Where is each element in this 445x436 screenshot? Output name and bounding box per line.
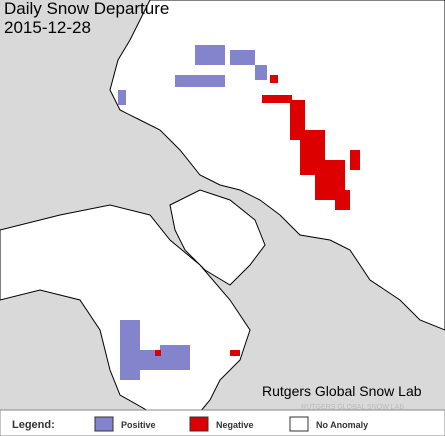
credit: Rutgers Global Snow Lab xyxy=(262,383,422,399)
legend-label: Positive xyxy=(121,420,156,430)
legend-swatch xyxy=(189,416,209,432)
legend-bar xyxy=(0,409,445,436)
legend-items: Positive Negative No Anomaly xyxy=(94,416,368,432)
legend-label: Negative xyxy=(216,420,254,430)
land-greenland xyxy=(169,189,266,286)
watermark: RUTGERS GLOBAL SNOW LAB xyxy=(301,404,404,411)
date: 2015-12-28 xyxy=(4,18,91,37)
positive-anomaly-areas xyxy=(118,45,267,380)
legend-swatch xyxy=(289,416,309,432)
legend-label: No Anomaly xyxy=(316,420,368,430)
legend-title: Legend: xyxy=(12,419,55,431)
negative-anomaly-areas xyxy=(155,75,360,356)
title: Daily Snow Departure xyxy=(4,0,169,18)
legend-swatch xyxy=(94,416,114,432)
